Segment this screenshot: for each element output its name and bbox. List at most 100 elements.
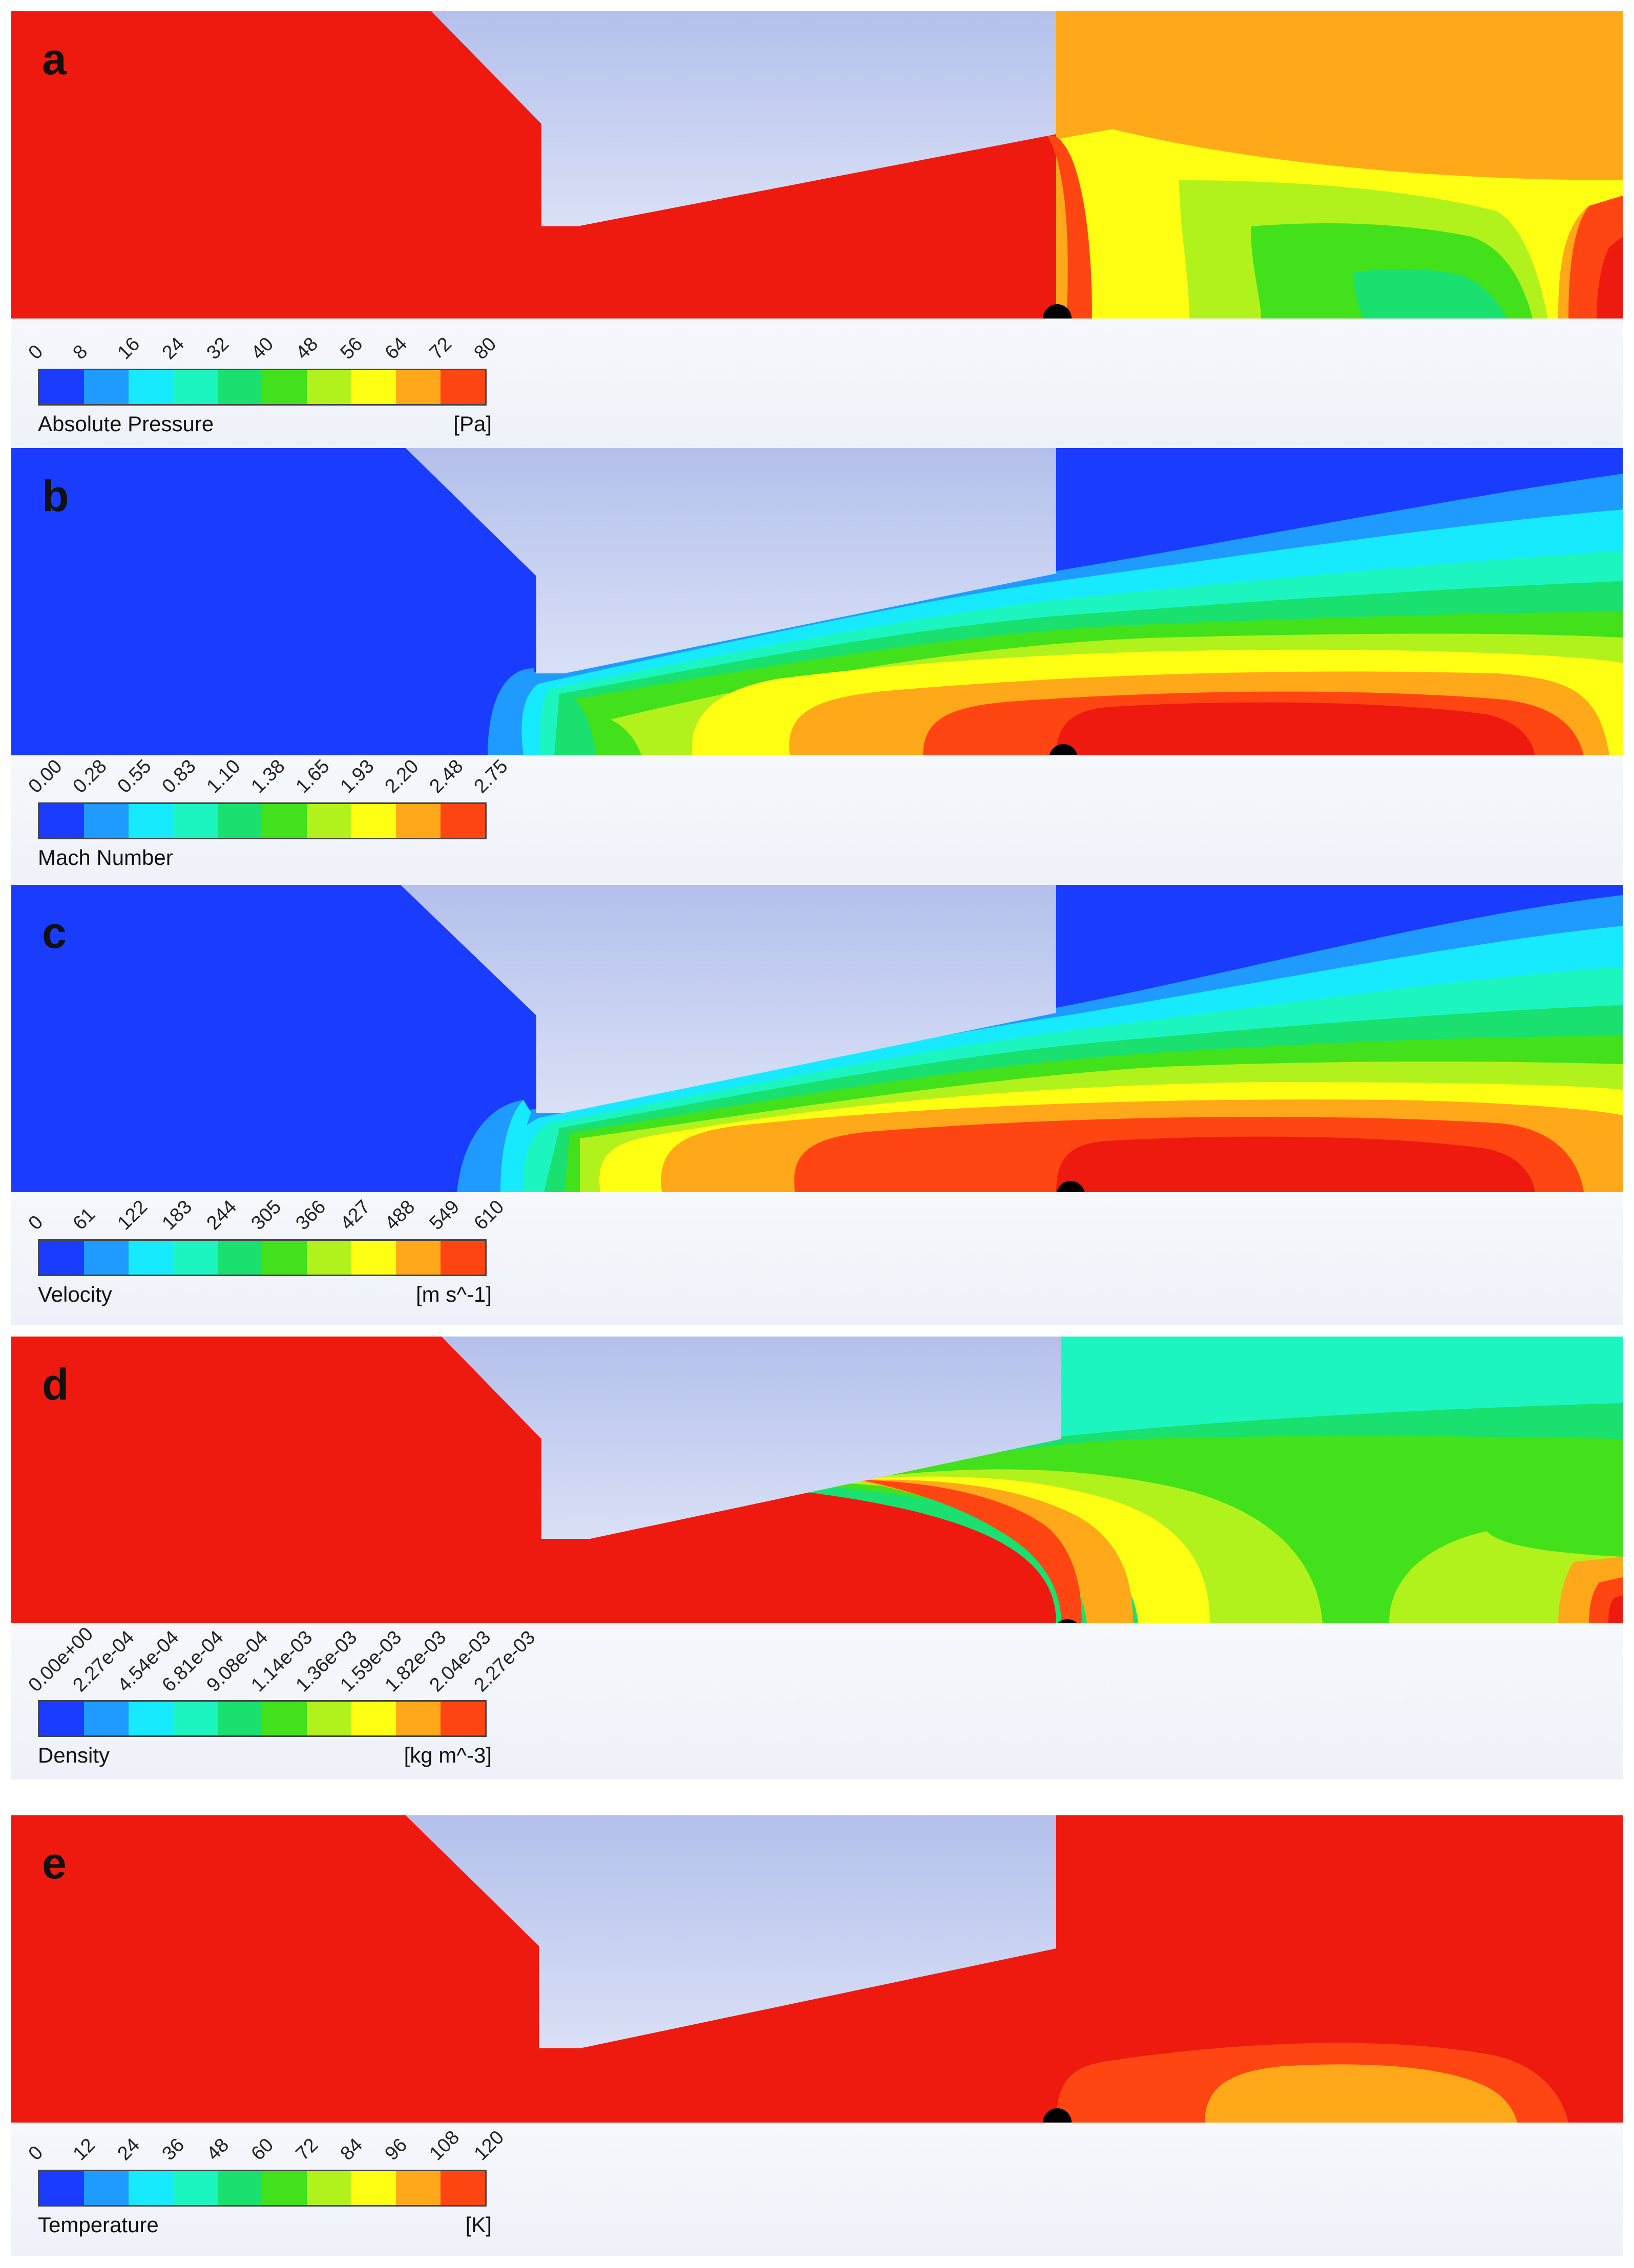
colorbar-swatch	[351, 1702, 396, 1735]
probe-point-marker	[1053, 1619, 1082, 1623]
colorbar-swatch	[84, 804, 129, 838]
colorbar-swatch	[396, 370, 441, 404]
colorbar-swatch	[262, 1702, 307, 1735]
probe-point-marker	[1056, 1181, 1085, 1192]
colorbar-swatch	[39, 804, 84, 838]
colorbar-tick: 549	[425, 1196, 464, 1235]
colorbar-swatch	[351, 1241, 396, 1275]
colorbar-tick: 61	[69, 1203, 100, 1235]
colorbar-tick: 0.83	[158, 755, 200, 798]
colorbar	[38, 2170, 487, 2207]
colorbar-swatch	[262, 1241, 307, 1275]
colorbar-tick: 244	[202, 1196, 241, 1235]
colorbar-swatch	[351, 370, 396, 404]
colorbar-tick: 40	[247, 333, 278, 364]
colorbar-swatch	[351, 2171, 396, 2205]
colorbar-tick: 0.28	[69, 755, 111, 798]
colorbar-tick: 48	[202, 2134, 234, 2165]
colorbar-swatch	[129, 1702, 173, 1735]
colorbar-swatch	[173, 1702, 218, 1735]
colorbar-tick: 84	[336, 2134, 367, 2165]
colorbar-swatch	[307, 804, 351, 838]
colorbar-tick: 80	[470, 333, 501, 364]
colorbar-tick: 610	[470, 1196, 509, 1235]
colorbar-tick: 36	[158, 2134, 189, 2165]
unit-label: [K]	[465, 2213, 492, 2237]
colorbar-swatch	[441, 1241, 485, 1275]
colorbar-tick: 8	[69, 341, 92, 364]
colorbar-swatch	[39, 1241, 84, 1275]
colorbar-swatch	[307, 2171, 351, 2205]
quantity-label: Mach Number	[38, 845, 173, 870]
colorbar-tick: 48	[291, 333, 323, 364]
colorbar-swatch	[262, 804, 307, 838]
color-legend: 0 61 122 183 244 305 366 427 488 549 610…	[11, 1192, 1623, 1325]
contour-band-orangered	[1046, 134, 1092, 319]
colorbar-swatch	[307, 1702, 351, 1735]
colorbar-tick: 0	[24, 1211, 48, 1235]
colorbar-tick: 0.55	[113, 755, 156, 798]
color-legend: 0 8 16 24 32 40 48 56 64 72 80 Absolute …	[11, 319, 1623, 452]
color-legend: 0 12 24 36 48 60 72 84 96 108 120 Temper…	[11, 2123, 1623, 2256]
colorbar-tick: 2.48	[425, 755, 468, 798]
colorbar-tick: 72	[425, 333, 456, 364]
colorbar-swatch	[396, 2171, 441, 2205]
colorbar-tick: 24	[113, 2134, 144, 2165]
colorbar-swatch	[129, 2171, 173, 2205]
probe-point-marker	[1049, 744, 1078, 755]
colorbar	[38, 1700, 487, 1737]
color-legend: 0.00e+00 2.27e-04 4.54e-04 6.81e-04 9.08…	[11, 1623, 1623, 1779]
colorbar-swatch	[441, 370, 485, 404]
contour-band-lightgreen	[1353, 269, 1507, 319]
colorbar-tick: 24	[158, 333, 189, 364]
quantity-label: Density	[38, 1743, 110, 1767]
colorbar-tick: 305	[247, 1196, 286, 1235]
colorbar-tick: 0	[24, 2142, 48, 2165]
panel-letter: b	[42, 472, 69, 521]
colorbar-swatch	[39, 1702, 84, 1735]
colorbar-swatch	[218, 2171, 262, 2205]
color-legend: 0.00 0.28 0.55 0.83 1.10 1.38 1.65 1.93 …	[11, 755, 1623, 888]
colorbar-swatch	[262, 370, 307, 404]
colorbar-swatch	[218, 1241, 262, 1275]
colorbar-swatch	[307, 1241, 351, 1275]
colorbar-swatch	[441, 1702, 485, 1735]
colorbar-swatch	[262, 2171, 307, 2205]
colorbar-tick: 16	[113, 333, 144, 364]
colorbar-swatch	[129, 1241, 173, 1275]
panel-letter: e	[42, 1839, 67, 1888]
colorbar-tick: 56	[336, 333, 367, 364]
temperature-contour-plot: e	[11, 1815, 1623, 2123]
colorbar-swatch	[39, 2171, 84, 2205]
colorbar-swatch	[441, 2171, 485, 2205]
quantity-label: Velocity	[38, 1282, 112, 1306]
colorbar-tick: 427	[336, 1196, 375, 1235]
colorbar-swatch	[396, 1702, 441, 1735]
colorbar	[38, 1239, 487, 1276]
colorbar-tick: 12	[69, 2134, 100, 2165]
colorbar-swatch	[173, 2171, 218, 2205]
colorbar-tick: 1.38	[247, 755, 289, 798]
quantity-label: Temperature	[38, 2213, 159, 2237]
colorbar-tick: 108	[425, 2126, 464, 2165]
panel-letter: a	[42, 35, 67, 84]
colorbar-swatch	[84, 2171, 129, 2205]
colorbar-swatch	[84, 1241, 129, 1275]
solid-body	[431, 11, 1056, 226]
colorbar-swatch	[218, 1702, 262, 1735]
colorbar-tick: 60	[247, 2134, 278, 2165]
colorbar-tick: 1.65	[291, 755, 334, 798]
colorbar-swatch	[173, 370, 218, 404]
colorbar-tick: 366	[291, 1196, 330, 1235]
colorbar-tick: 32	[202, 333, 234, 364]
mach-contour-plot: b	[11, 448, 1623, 755]
colorbar-swatch	[84, 370, 129, 404]
colorbar-tick: 488	[381, 1196, 420, 1235]
velocity-contour-plot: c	[11, 885, 1623, 1192]
colorbar-tick: 183	[158, 1196, 197, 1235]
colorbar-swatch	[173, 804, 218, 838]
colorbar-tick: 122	[113, 1196, 152, 1235]
colorbar-tick: 0.00	[24, 755, 67, 798]
panel-letter: c	[42, 908, 67, 958]
